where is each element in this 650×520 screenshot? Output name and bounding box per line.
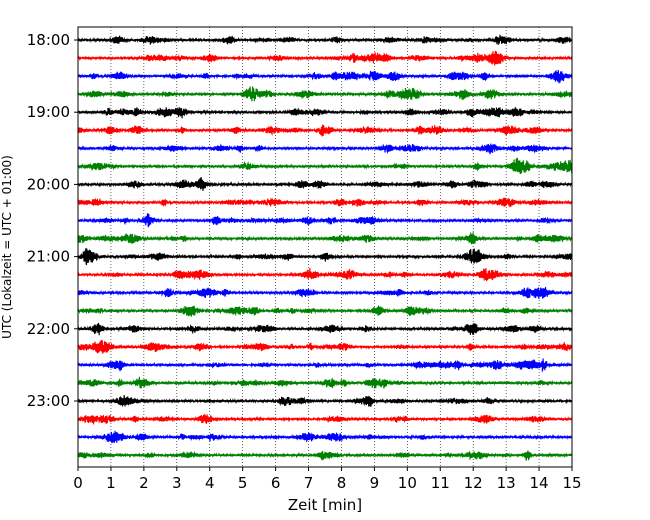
- trace-line: [77, 430, 573, 444]
- x-tick-label: 14: [530, 474, 549, 492]
- trace-line: [77, 124, 573, 137]
- y-tick-label: 20:00: [27, 175, 70, 193]
- trace-line: [77, 50, 573, 66]
- x-tick-label: 4: [205, 474, 215, 492]
- x-tick-label: 1: [106, 474, 116, 492]
- y-ticks: 18:00 19:00 20:00 21:00 22:00 23:00: [27, 31, 78, 410]
- trace-line: [77, 358, 573, 373]
- trace-line: [77, 248, 573, 266]
- trace-line: [77, 414, 573, 426]
- x-tick-label: 10: [398, 474, 417, 492]
- plot-frame: [77, 26, 573, 468]
- trace-line: [77, 376, 573, 390]
- x-tick-label: 9: [370, 474, 380, 492]
- traces: [77, 34, 573, 461]
- x-tick-label: 5: [238, 474, 248, 492]
- trace-line: [77, 34, 573, 45]
- x-tick-label: 7: [304, 474, 314, 492]
- trace-line: [77, 339, 573, 354]
- x-tick-label: 0: [73, 474, 83, 492]
- x-ticks: 0 1 2 3 4 5 6 7 8 9 10 11 12 13 14 15: [73, 467, 582, 492]
- trace-line: [77, 232, 573, 245]
- x-tick-label: 3: [172, 474, 182, 492]
- trace-line: [77, 176, 573, 191]
- y-tick-label: 19:00: [27, 103, 70, 121]
- y-tick-label: 21:00: [27, 248, 70, 266]
- trace-line: [77, 143, 573, 155]
- x-tick-label: 11: [431, 474, 450, 492]
- y-tick-label: 18:00: [27, 31, 70, 49]
- trace-line: [77, 286, 573, 299]
- y-axis-label: UTC (Lokalzeit = UTC + 01:00): [0, 155, 14, 339]
- x-tick-label: 6: [271, 474, 281, 492]
- trace-line: [77, 213, 573, 228]
- trace-line: [77, 86, 573, 102]
- trace-line: [77, 157, 573, 175]
- x-tick-label: 15: [562, 474, 581, 492]
- trace-line: [77, 69, 573, 84]
- x-tick-label: 2: [139, 474, 149, 492]
- trace-line: [77, 106, 573, 119]
- trace-line: [77, 395, 573, 407]
- trace-line: [77, 268, 573, 282]
- y-tick-label: 23:00: [27, 392, 70, 410]
- x-tick-label: 13: [497, 474, 516, 492]
- y-tick-label: 22:00: [27, 320, 70, 338]
- trace-line: [77, 450, 573, 461]
- trace-line: [77, 322, 573, 336]
- x-tick-label: 8: [337, 474, 347, 492]
- trace-line: [77, 197, 573, 208]
- trace-line: [77, 305, 573, 317]
- grid-lines: [110, 27, 540, 467]
- x-axis-label: Zeit [min]: [288, 496, 362, 514]
- x-tick-label: 12: [464, 474, 483, 492]
